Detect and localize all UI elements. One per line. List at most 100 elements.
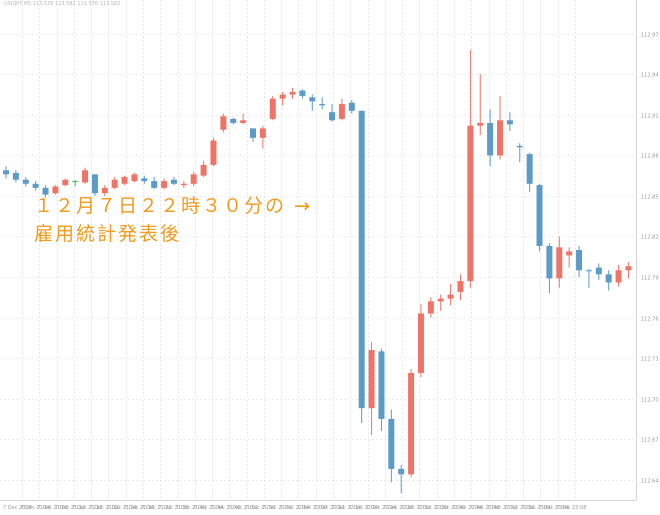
candle (585, 268, 592, 288)
candle (151, 177, 158, 190)
candle-body (467, 125, 474, 282)
x-tick-label: 7 Dec 21:24 (107, 505, 137, 511)
candle (309, 94, 316, 111)
candle-body (42, 187, 49, 195)
x-tick-label: 7 Dec 21:44 (193, 505, 223, 511)
x-tick-label: 7 Dec 21:40 (176, 505, 206, 511)
candle-body (585, 270, 592, 272)
grid (0, 0, 636, 500)
y-tick-label: 112.91 (641, 114, 659, 120)
y-tick-label: 112.73 (641, 357, 659, 363)
candle (220, 113, 227, 133)
candle-body (22, 179, 29, 184)
candle-body (210, 140, 217, 165)
candle (289, 87, 296, 99)
y-tick-label: 112.94 (641, 73, 659, 79)
candle (408, 368, 415, 478)
candle (279, 91, 286, 106)
x-tick-label: 7 Dec 22:12 (314, 505, 344, 511)
candle-body (279, 94, 286, 99)
candle-body (348, 102, 355, 111)
x-tick-label: 7 Dec 22:00 (262, 505, 292, 511)
x-tick-label: 7 Dec 21:12 (55, 505, 85, 511)
candle-body (576, 250, 583, 271)
candle (121, 175, 128, 186)
candle-body (556, 247, 563, 279)
candle-body (447, 294, 454, 299)
y-tick-label: 112.76 (641, 317, 659, 323)
candle (190, 171, 197, 187)
candle (329, 104, 336, 122)
candle-body (546, 245, 553, 279)
candle-body (338, 104, 345, 119)
candle-body (259, 128, 266, 138)
candle-body (289, 91, 296, 95)
x-tick-label: 7 Dec 21:28 (124, 505, 154, 511)
x-tick-label: 7 Dec 22:04 (279, 505, 309, 511)
candle-body (615, 270, 622, 283)
y-tick-label: 112.82 (641, 235, 659, 241)
candle (180, 181, 187, 188)
candle-body (417, 313, 424, 373)
candle (546, 243, 553, 294)
candle (210, 137, 217, 167)
x-tick-label: 7 Dec 21:20 (89, 505, 119, 511)
candle-body (566, 251, 573, 256)
candle-body (200, 164, 207, 176)
candle-body (180, 183, 187, 186)
x-tick-label: 7 Dec 21:56 (245, 505, 275, 511)
candle (250, 128, 256, 142)
candle (437, 294, 444, 311)
candle (161, 178, 168, 190)
y-tick-label: 112.70 (641, 398, 659, 404)
candle (427, 297, 434, 318)
candle-body (62, 179, 69, 186)
candle-body (329, 112, 336, 121)
candle-body (309, 97, 316, 102)
candle (536, 183, 543, 252)
y-tick-label: 112.85 (641, 195, 659, 201)
candle (576, 245, 583, 278)
candle (457, 274, 464, 300)
x-tick-label: 7 Dec 2018 (3, 505, 32, 511)
candle (398, 464, 405, 494)
x-tick-label: 7 Dec 23:08 (556, 505, 586, 511)
candle-body (151, 181, 158, 188)
x-tick-label: 7 Dec 22:08 (297, 505, 327, 511)
candle-body (131, 174, 138, 182)
x-tick-label: 7 Dec 22:36 (418, 505, 448, 511)
candle-body (170, 179, 177, 184)
candle-body (388, 418, 395, 469)
y-tick-label: 112.79 (641, 276, 659, 282)
candle-body (319, 104, 326, 106)
candle (22, 177, 29, 187)
candle (526, 152, 533, 192)
y-tick-label: 112.64 (641, 479, 659, 485)
candle (240, 113, 247, 125)
x-tick-label: 7 Dec 22:24 (366, 505, 396, 511)
x-tick-label: 7 Dec 21:04 (20, 505, 50, 511)
candle (417, 304, 424, 378)
candle-body (190, 174, 197, 184)
candle-body (526, 154, 533, 184)
candle (299, 89, 306, 99)
x-tick-label: 7 Dec 21:16 (72, 505, 102, 511)
candle (52, 185, 59, 195)
candle-body (368, 350, 375, 409)
candle-body (605, 274, 612, 283)
candle-body (121, 177, 128, 184)
candle-body (32, 183, 39, 188)
candle-body (230, 118, 237, 123)
candle (447, 283, 454, 306)
x-tick-label: 7 Dec 21:52 (228, 505, 258, 511)
candle-body (52, 186, 59, 194)
x-tick-label: 7 Dec 21:32 (141, 505, 171, 511)
candle (101, 185, 108, 196)
candle (506, 112, 513, 132)
candle-body (427, 301, 434, 314)
candle (62, 178, 69, 187)
candle-body (358, 110, 365, 409)
candle (230, 117, 237, 125)
candle-body (299, 90, 306, 96)
